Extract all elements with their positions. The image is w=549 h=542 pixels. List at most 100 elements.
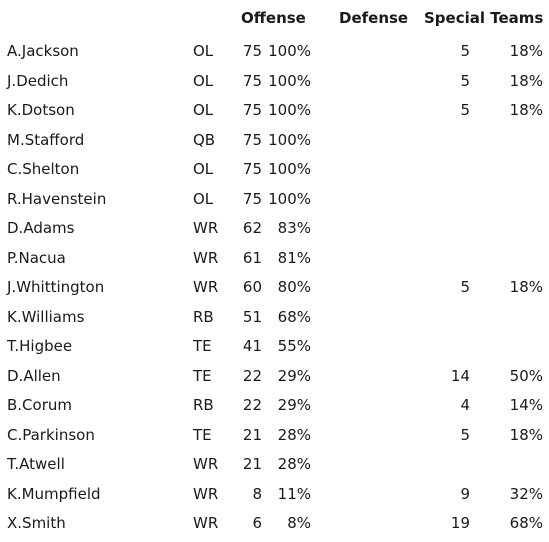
table-row: A.Jackson OL 75 100% 5 18% [0,40,549,70]
offense-snaps: 75 [242,71,262,90]
special-teams-snaps: 9 [460,484,470,503]
offense-pct: 11% [277,484,311,503]
offense-snaps: 21 [242,455,262,473]
table-header: Offense Defense Special Teams [0,9,549,29]
special-teams-snaps: 5 [460,71,470,90]
offense-snaps: 75 [242,189,262,208]
offense-snaps: 51 [242,307,262,326]
offense-pct: 29% [277,396,311,414]
header-offense: Offense [241,9,306,27]
player-position: QB [193,130,216,149]
offense-snaps: 75 [242,42,262,60]
special-teams-snaps: 5 [460,42,470,60]
player-rows: A.Jackson OL 75 100% 5 18% J.Dedich OL 7… [0,40,549,542]
table-row: J.Dedich OL 75 100% 5 18% [0,70,549,100]
offense-snaps: 8 [252,484,262,503]
offense-pct: 55% [277,337,311,355]
offense-pct: 29% [277,366,311,385]
player-name: K.Dotson [7,101,75,119]
special-teams-pct: 68% [509,514,543,532]
offense-pct: 100% [268,71,311,90]
table-row: R.Havenstein OL 75 100% [0,188,549,218]
player-position: TE [193,337,212,355]
offense-snaps: 21 [242,425,262,444]
header-special-teams: Special Teams [424,9,544,27]
player-name: P.Nacua [7,248,66,267]
player-position: RB [193,307,214,326]
offense-pct: 83% [277,219,311,237]
player-position: WR [193,455,219,473]
table-row: X.Smith WR 6 8% 19 68% [0,512,549,542]
special-teams-snaps: 14 [450,366,470,385]
player-position: WR [193,278,219,296]
special-teams-pct: 32% [509,484,543,503]
offense-pct: 80% [277,278,311,296]
table-row: D.Adams WR 62 83% [0,217,549,247]
player-position: WR [193,248,219,267]
offense-snaps: 22 [242,366,262,385]
player-position: OL [193,71,214,90]
player-position: OL [193,101,214,119]
table-row: K.Williams RB 51 68% [0,306,549,336]
offense-snaps: 62 [242,219,262,237]
special-teams-snaps: 19 [450,514,470,532]
player-name: D.Allen [7,366,61,385]
offense-pct: 100% [268,130,311,149]
offense-pct: 8% [287,514,311,532]
player-name: C.Shelton [7,160,80,178]
player-name: K.Mumpfield [7,484,101,503]
offense-pct: 100% [268,42,311,60]
offense-snaps: 60 [242,278,262,296]
offense-snaps: 61 [242,248,262,267]
player-name: T.Atwell [7,455,65,473]
offense-pct: 28% [277,455,311,473]
player-position: TE [193,366,212,385]
player-position: RB [193,396,214,414]
special-teams-snaps: 5 [460,425,470,444]
offense-pct: 81% [277,248,311,267]
offense-snaps: 75 [242,130,262,149]
player-position: WR [193,514,219,532]
special-teams-snaps: 4 [460,396,470,414]
player-position: OL [193,42,214,60]
table-row: J.Whittington WR 60 80% 5 18% [0,276,549,306]
special-teams-pct: 14% [509,396,543,414]
player-name: T.Higbee [7,337,73,355]
offense-pct: 100% [268,101,311,119]
special-teams-snaps: 5 [460,278,470,296]
player-position: OL [193,160,214,178]
player-name: J.Whittington [7,278,105,296]
offense-pct: 100% [268,160,311,178]
player-name: R.Havenstein [7,189,107,208]
player-name: B.Corum [7,396,72,414]
player-name: A.Jackson [7,42,79,60]
table-row: K.Dotson OL 75 100% 5 18% [0,99,549,129]
special-teams-pct: 18% [509,278,543,296]
offense-snaps: 6 [252,514,262,532]
player-name: X.Smith [7,514,66,532]
offense-snaps: 22 [242,396,262,414]
offense-pct: 68% [277,307,311,326]
table-row: P.Nacua WR 61 81% [0,247,549,277]
table-row: K.Mumpfield WR 8 11% 9 32% [0,483,549,513]
player-name: C.Parkinson [7,425,95,444]
player-name: J.Dedich [7,71,69,90]
table-row: C.Parkinson TE 21 28% 5 18% [0,424,549,454]
special-teams-pct: 18% [509,42,543,60]
player-name: D.Adams [7,219,75,237]
player-position: WR [193,219,219,237]
table-row: C.Shelton OL 75 100% [0,158,549,188]
header-defense: Defense [339,9,409,27]
offense-snaps: 41 [242,337,262,355]
table-row: B.Corum RB 22 29% 4 14% [0,394,549,424]
offense-snaps: 75 [242,160,262,178]
player-position: WR [193,484,219,503]
player-name: K.Williams [7,307,85,326]
offense-pct: 100% [268,189,311,208]
table-row: T.Higbee TE 41 55% [0,335,549,365]
table-row: T.Atwell WR 21 28% [0,453,549,483]
table-row: M.Stafford QB 75 100% [0,129,549,159]
special-teams-pct: 50% [509,366,543,385]
special-teams-pct: 18% [509,425,543,444]
